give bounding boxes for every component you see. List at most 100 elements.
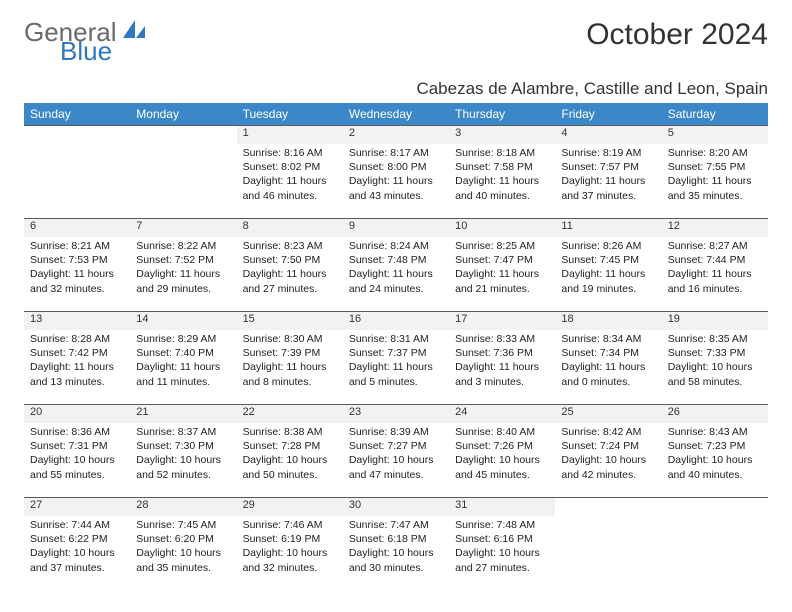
day-number: 22 bbox=[243, 406, 255, 418]
daylight-text: Daylight: 11 hours bbox=[668, 267, 762, 281]
daylight-text: Daylight: 10 hours bbox=[349, 453, 443, 467]
sunset-text: Sunset: 7:40 PM bbox=[136, 346, 230, 360]
daylight-text: and 3 minutes. bbox=[455, 375, 549, 389]
daylight-text: Daylight: 10 hours bbox=[243, 453, 337, 467]
day-number: 12 bbox=[668, 220, 680, 232]
daylight-text: Daylight: 11 hours bbox=[243, 174, 337, 188]
sunset-text: Sunset: 7:44 PM bbox=[668, 253, 762, 267]
daylight-text: and 37 minutes. bbox=[30, 561, 124, 575]
day-number: 27 bbox=[30, 499, 42, 511]
daylight-text: Daylight: 11 hours bbox=[668, 174, 762, 188]
day-number-cell bbox=[130, 126, 236, 145]
daylight-text: Daylight: 11 hours bbox=[455, 360, 549, 374]
day-number: 18 bbox=[561, 313, 573, 325]
daylight-text: Daylight: 10 hours bbox=[136, 453, 230, 467]
sunset-text: Sunset: 7:58 PM bbox=[455, 160, 549, 174]
day-content-cell: Sunrise: 7:46 AMSunset: 6:19 PMDaylight:… bbox=[237, 516, 343, 590]
sunrise-text: Sunrise: 7:44 AM bbox=[30, 518, 124, 532]
day-number-cell: 16 bbox=[343, 312, 449, 331]
weekday-header-row: Sunday Monday Tuesday Wednesday Thursday… bbox=[24, 103, 768, 126]
daylight-text: and 32 minutes. bbox=[243, 561, 337, 575]
sunset-text: Sunset: 7:23 PM bbox=[668, 439, 762, 453]
sunset-text: Sunset: 7:24 PM bbox=[561, 439, 655, 453]
sunrise-text: Sunrise: 7:46 AM bbox=[243, 518, 337, 532]
day-number-cell: 26 bbox=[662, 405, 768, 424]
daylight-text: Daylight: 11 hours bbox=[349, 174, 443, 188]
weekday-header: Friday bbox=[555, 103, 661, 126]
sunset-text: Sunset: 8:00 PM bbox=[349, 160, 443, 174]
day-number-cell bbox=[555, 498, 661, 517]
day-content-cell: Sunrise: 7:48 AMSunset: 6:16 PMDaylight:… bbox=[449, 516, 555, 590]
day-number: 23 bbox=[349, 406, 361, 418]
day-content-cell: Sunrise: 7:45 AMSunset: 6:20 PMDaylight:… bbox=[130, 516, 236, 590]
sunrise-text: Sunrise: 8:38 AM bbox=[243, 425, 337, 439]
daylight-text: Daylight: 11 hours bbox=[561, 267, 655, 281]
daylight-text: and 35 minutes. bbox=[668, 189, 762, 203]
sunset-text: Sunset: 7:26 PM bbox=[455, 439, 549, 453]
logo-sail-icon bbox=[121, 18, 147, 45]
logo-text-blue: Blue bbox=[60, 36, 112, 66]
location-subtitle: Cabezas de Alambre, Castille and Leon, S… bbox=[24, 79, 768, 99]
day-number-cell: 18 bbox=[555, 312, 661, 331]
sunrise-text: Sunrise: 8:31 AM bbox=[349, 332, 443, 346]
day-content-cell: Sunrise: 8:16 AMSunset: 8:02 PMDaylight:… bbox=[237, 144, 343, 219]
daylight-text: Daylight: 11 hours bbox=[243, 267, 337, 281]
sunset-text: Sunset: 7:48 PM bbox=[349, 253, 443, 267]
day-number: 29 bbox=[243, 499, 255, 511]
sunrise-text: Sunrise: 8:27 AM bbox=[668, 239, 762, 253]
sunrise-text: Sunrise: 8:17 AM bbox=[349, 146, 443, 160]
daylight-text: Daylight: 10 hours bbox=[30, 546, 124, 560]
day-content-cell: Sunrise: 8:18 AMSunset: 7:58 PMDaylight:… bbox=[449, 144, 555, 219]
day-content-cell: Sunrise: 8:26 AMSunset: 7:45 PMDaylight:… bbox=[555, 237, 661, 312]
day-number-cell: 24 bbox=[449, 405, 555, 424]
daylight-text: Daylight: 10 hours bbox=[455, 546, 549, 560]
day-number: 26 bbox=[668, 406, 680, 418]
day-content-cell: Sunrise: 8:31 AMSunset: 7:37 PMDaylight:… bbox=[343, 330, 449, 405]
sunrise-text: Sunrise: 8:43 AM bbox=[668, 425, 762, 439]
day-number-row: 2728293031 bbox=[24, 498, 768, 517]
daylight-text: Daylight: 10 hours bbox=[136, 546, 230, 560]
sunset-text: Sunset: 7:39 PM bbox=[243, 346, 337, 360]
day-number-cell: 8 bbox=[237, 219, 343, 238]
day-number: 16 bbox=[349, 313, 361, 325]
weekday-header: Tuesday bbox=[237, 103, 343, 126]
daylight-text: and 27 minutes. bbox=[243, 282, 337, 296]
daylight-text: and 43 minutes. bbox=[349, 189, 443, 203]
sunrise-text: Sunrise: 8:37 AM bbox=[136, 425, 230, 439]
daylight-text: and 8 minutes. bbox=[243, 375, 337, 389]
sunrise-text: Sunrise: 8:21 AM bbox=[30, 239, 124, 253]
sunrise-text: Sunrise: 8:40 AM bbox=[455, 425, 549, 439]
day-number: 1 bbox=[243, 127, 249, 139]
sunset-text: Sunset: 7:50 PM bbox=[243, 253, 337, 267]
day-number-cell: 30 bbox=[343, 498, 449, 517]
day-number-row: 12345 bbox=[24, 126, 768, 145]
day-content-row: Sunrise: 8:36 AMSunset: 7:31 PMDaylight:… bbox=[24, 423, 768, 498]
weekday-header: Saturday bbox=[662, 103, 768, 126]
day-content-cell: Sunrise: 8:21 AMSunset: 7:53 PMDaylight:… bbox=[24, 237, 130, 312]
day-number: 3 bbox=[455, 127, 461, 139]
sunset-text: Sunset: 7:57 PM bbox=[561, 160, 655, 174]
daylight-text: Daylight: 11 hours bbox=[455, 267, 549, 281]
sunset-text: Sunset: 6:20 PM bbox=[136, 532, 230, 546]
day-number-row: 20212223242526 bbox=[24, 405, 768, 424]
daylight-text: Daylight: 11 hours bbox=[349, 267, 443, 281]
sunrise-text: Sunrise: 8:23 AM bbox=[243, 239, 337, 253]
daylight-text: Daylight: 10 hours bbox=[349, 546, 443, 560]
day-content-cell: Sunrise: 8:30 AMSunset: 7:39 PMDaylight:… bbox=[237, 330, 343, 405]
sunrise-text: Sunrise: 8:35 AM bbox=[668, 332, 762, 346]
sunset-text: Sunset: 7:47 PM bbox=[455, 253, 549, 267]
sunset-text: Sunset: 7:30 PM bbox=[136, 439, 230, 453]
day-content-cell: Sunrise: 8:40 AMSunset: 7:26 PMDaylight:… bbox=[449, 423, 555, 498]
day-number: 31 bbox=[455, 499, 467, 511]
sunrise-text: Sunrise: 8:29 AM bbox=[136, 332, 230, 346]
day-content-cell: Sunrise: 8:36 AMSunset: 7:31 PMDaylight:… bbox=[24, 423, 130, 498]
daylight-text: Daylight: 11 hours bbox=[455, 174, 549, 188]
day-content-cell: Sunrise: 8:34 AMSunset: 7:34 PMDaylight:… bbox=[555, 330, 661, 405]
sunrise-text: Sunrise: 8:42 AM bbox=[561, 425, 655, 439]
day-content-cell: Sunrise: 8:22 AMSunset: 7:52 PMDaylight:… bbox=[130, 237, 236, 312]
daylight-text: Daylight: 10 hours bbox=[561, 453, 655, 467]
daylight-text: Daylight: 10 hours bbox=[243, 546, 337, 560]
daylight-text: and 16 minutes. bbox=[668, 282, 762, 296]
day-content-cell: Sunrise: 8:23 AMSunset: 7:50 PMDaylight:… bbox=[237, 237, 343, 312]
daylight-text: Daylight: 11 hours bbox=[30, 360, 124, 374]
